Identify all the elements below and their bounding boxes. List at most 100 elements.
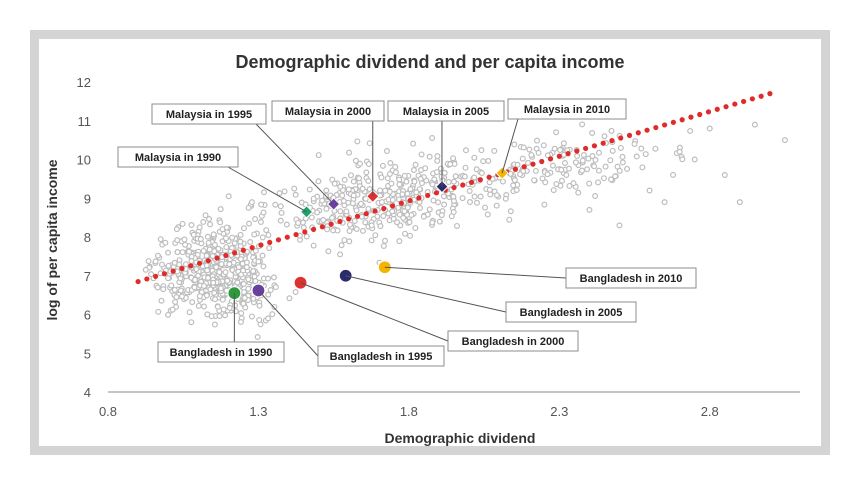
trendline-dot — [758, 93, 764, 99]
scatter-point — [378, 174, 385, 181]
scatter-point — [319, 197, 326, 204]
trendline-dot — [749, 96, 755, 102]
scatter-point — [462, 147, 469, 154]
scatter-point — [337, 251, 344, 258]
scatter-point — [281, 188, 288, 195]
trendline-dot — [723, 104, 729, 110]
scatter-point — [387, 160, 394, 167]
scatter-point — [510, 182, 517, 189]
scatter-point — [222, 235, 229, 242]
scatter-point — [220, 306, 227, 313]
scatter-point — [261, 189, 268, 196]
scatter-point — [204, 311, 211, 318]
scatter-point — [619, 153, 626, 160]
scatter-point — [550, 187, 557, 194]
x-tick-label: 2.3 — [550, 404, 568, 419]
annotation-leader — [384, 266, 567, 279]
scatter-point — [240, 225, 247, 232]
annotation-label: Malaysia in 2010 — [524, 104, 610, 116]
scatter-point — [240, 300, 247, 307]
scatter-point — [435, 199, 442, 206]
y-tick-labels: 4 5 6 7 8 9 10 11 12 — [77, 75, 91, 400]
scatter-point — [346, 149, 353, 156]
scatter-point — [638, 145, 645, 152]
scatter-point — [608, 127, 615, 134]
scatter-point — [251, 231, 258, 238]
scatter-point — [617, 144, 624, 151]
trendline-dot — [188, 263, 194, 269]
scatter-point — [325, 248, 332, 255]
trendline-dot — [670, 119, 676, 125]
scatter-point — [265, 275, 272, 282]
scatter-point — [624, 165, 631, 172]
y-tick-label: 5 — [84, 346, 91, 361]
y-tick-label: 11 — [78, 114, 92, 129]
scatter-point — [450, 209, 457, 216]
scatter-point — [276, 190, 283, 197]
scatter-point — [614, 163, 621, 170]
scatter-point — [225, 193, 232, 200]
scatter-point — [412, 161, 419, 168]
scatter-point — [211, 289, 218, 296]
scatter-point — [210, 231, 217, 238]
scatter-point — [596, 149, 603, 156]
scatter-point — [412, 224, 419, 231]
trendline-dot — [398, 200, 404, 206]
scatter-point — [191, 284, 198, 291]
scatter-point — [191, 276, 198, 283]
scatter-point — [272, 284, 279, 291]
scatter-point — [560, 140, 567, 147]
scatter-point — [196, 293, 203, 300]
annotation-leader — [227, 166, 307, 213]
scatter-point — [513, 186, 520, 193]
scatter-point — [561, 160, 568, 167]
annotation-label: Bangladesh in 1995 — [330, 351, 433, 363]
trendline-dot — [705, 109, 712, 115]
scatter-point — [429, 181, 436, 188]
scatter-point — [389, 196, 396, 203]
scatter-point — [222, 312, 229, 319]
trendline-dot — [512, 166, 519, 172]
trendline-dot — [337, 218, 343, 225]
scatter-point — [563, 172, 570, 179]
scatter-point — [549, 162, 556, 169]
trendline-dot — [635, 130, 641, 136]
scatter-point — [252, 278, 259, 285]
scatter-point — [420, 213, 427, 220]
trendline-dot — [740, 98, 747, 105]
annotation-leader — [501, 118, 519, 174]
trendline-dot — [574, 148, 580, 154]
scatter-point — [380, 242, 387, 249]
scatter-point — [177, 275, 184, 282]
x-axis-label: Demographic dividend — [385, 430, 536, 446]
scatter-point — [245, 285, 252, 292]
scatter-point — [499, 178, 506, 185]
scatter-point — [591, 163, 598, 170]
x-tick-label: 1.8 — [400, 404, 418, 419]
scatter-point — [248, 313, 255, 320]
scatter-point — [351, 217, 358, 224]
scatter-point — [426, 206, 433, 213]
scatter-point — [781, 137, 788, 144]
scatter-point — [263, 227, 270, 234]
scatter-point — [195, 272, 202, 279]
scatter-point — [377, 223, 384, 230]
scatter-point — [331, 180, 338, 187]
scatter-point — [433, 169, 440, 176]
annotation-leader — [258, 290, 319, 357]
scatter-point — [534, 137, 541, 144]
trendline-dot — [240, 247, 246, 253]
trendline-dot — [170, 268, 176, 274]
scatter-point — [238, 271, 245, 278]
scatter-point — [601, 133, 608, 140]
scatter-point — [315, 178, 322, 185]
scatter-point — [204, 233, 211, 240]
scatter-point — [165, 311, 172, 318]
trendline-dot — [547, 156, 554, 162]
scatter-point — [217, 206, 224, 213]
trendline-dot — [293, 231, 299, 238]
scatter-point — [407, 186, 414, 193]
scatter-point — [579, 121, 586, 128]
scatter-point — [531, 177, 538, 184]
scatter-point — [619, 159, 626, 166]
